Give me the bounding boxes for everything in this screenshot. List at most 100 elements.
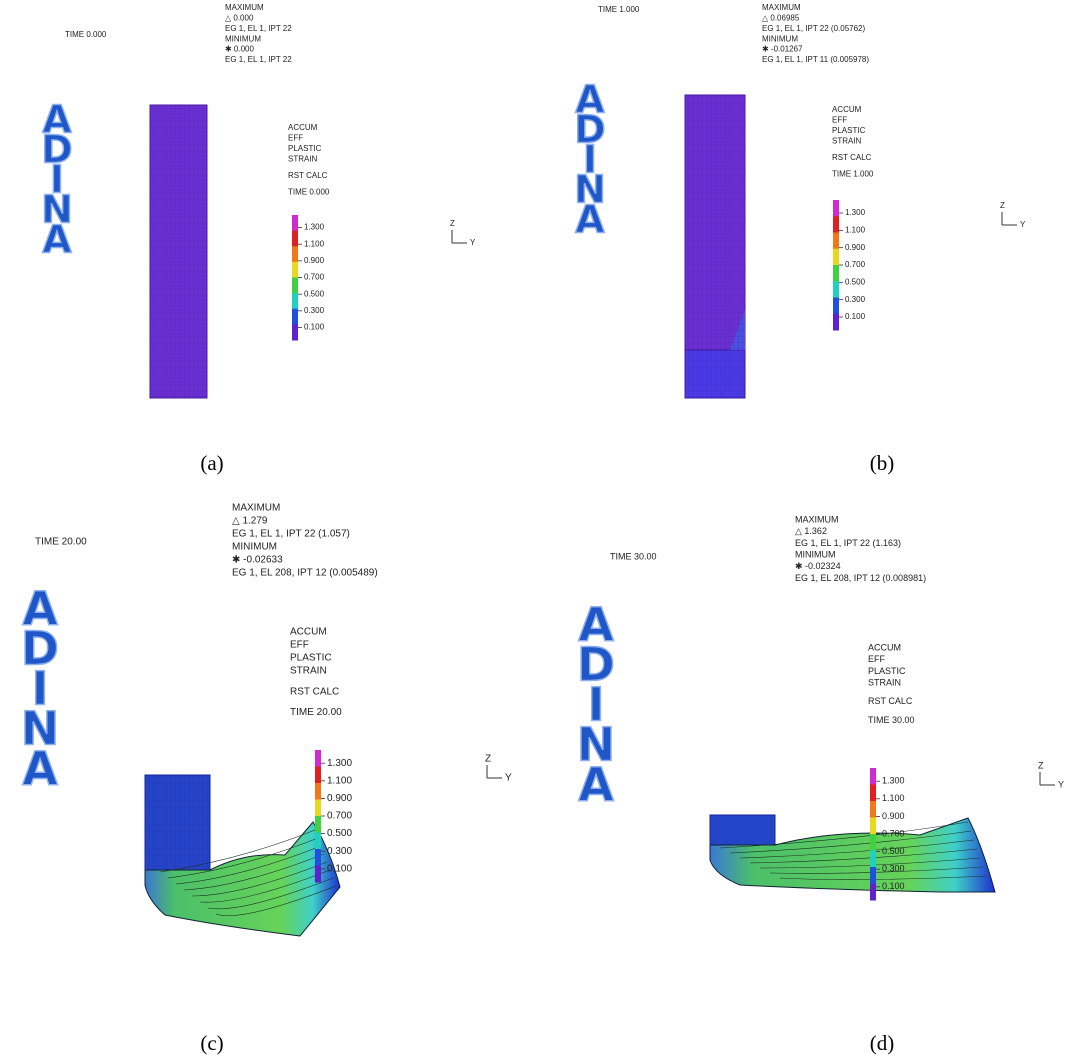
mesh-grid [150,105,207,398]
axis-z-label: Z [450,219,455,228]
result-label: EFF [288,134,303,143]
scale-label: 1.100 [327,775,352,786]
result-label: ACCUM [290,627,327,638]
result-label: PLASTIC [288,144,322,153]
maximum-title: MAXIMUM [762,3,801,12]
scale-label: 0.900 [845,243,866,252]
time-label: TIME 1.000 [598,5,640,14]
color-band [292,262,298,278]
color-band [292,246,298,262]
maximum-location: EG 1, EL 1, IPT 22 [225,24,292,33]
minimum-value: ✱ 0.000 [225,45,254,54]
scale-label: 1.300 [882,776,905,786]
axis-z-label: Z [1000,201,1005,210]
color-band [292,309,298,325]
logo-letter: A [22,742,58,796]
minimum-value: ✱ -0.02633 [232,555,283,566]
result-label: STRAIN [290,666,327,677]
caption: (b) [870,451,895,475]
scale-label: 0.300 [304,306,325,315]
color-band [833,200,839,217]
caption: (c) [200,1031,223,1055]
scale-label: 0.300 [882,864,905,874]
mesh-grid [145,775,210,870]
scale-label: 0.100 [327,863,352,874]
result-label: STRAIN [868,677,901,687]
color-band [833,233,839,250]
color-band [870,818,876,835]
panel: TIME 20.00MAXIMUM△ 1.279EG 1, EL 1, IPT … [21,503,512,1055]
color-band [870,801,876,818]
color-band [870,768,876,785]
minimum-title: MINIMUM [762,34,798,43]
minimum-title: MINIMUM [225,34,261,43]
minimum-location: EG 1, EL 208, IPT 12 (0.005489) [232,568,378,579]
maximum-title: MAXIMUM [232,503,280,514]
scale-label: 1.100 [845,225,866,234]
color-band [315,750,321,767]
scale-label: 0.900 [327,793,352,804]
maximum-value: △ 1.279 [232,516,268,527]
color-band [292,293,298,309]
logo-letter: A [42,218,72,262]
maximum-value: △ 1.362 [795,526,827,536]
result-label: TIME 30.00 [868,715,915,725]
color-band [292,278,298,294]
color-band [833,265,839,282]
axis-z-label: Z [1038,760,1044,770]
scale-label: 0.700 [327,811,352,822]
axis-y-label: Y [1058,779,1064,789]
color-band [833,281,839,298]
mesh-grid [685,95,745,398]
time-label: TIME 0.000 [65,30,107,39]
color-band [870,851,876,868]
color-band [833,298,839,315]
scale-label: 0.700 [882,828,905,838]
result-label: RST CALC [868,696,913,706]
panel: TIME 30.00MAXIMUM△ 1.362EG 1, EL 1, IPT … [577,514,1064,1054]
color-band [315,849,321,866]
scale-label: 1.100 [882,793,905,803]
scale-label: 0.700 [304,273,325,282]
scale-label: 0.900 [882,811,905,821]
result-label: EFF [832,116,847,125]
scale-label: 1.300 [845,208,866,217]
color-band [315,800,321,817]
color-band [833,216,839,233]
color-band [870,867,876,884]
color-band [315,783,321,800]
maximum-title: MAXIMUM [225,3,264,12]
result-label: TIME 1.000 [832,170,874,179]
scale-label: 0.900 [304,256,325,265]
color-band [870,834,876,851]
minimum-location: EG 1, EL 1, IPT 22 [225,55,292,64]
time-label: TIME 20.00 [35,537,87,548]
color-band [315,767,321,784]
minimum-value: ✱ -0.02324 [795,561,841,571]
result-label: ACCUM [868,642,901,652]
result-label: EFF [290,640,309,651]
minimum-title: MINIMUM [795,549,836,559]
scale-label: 0.500 [882,846,905,856]
scale-label: 0.100 [882,881,905,891]
minimum-title: MINIMUM [232,542,277,553]
result-label: PLASTIC [290,653,332,664]
result-label: STRAIN [832,136,862,145]
minimum-location: EG 1, EL 1, IPT 11 (0.005978) [762,55,869,64]
axis-y-label: Y [1020,220,1026,229]
figure: TIME 0.000MAXIMUM△ 0.000EG 1, EL 1, IPT … [0,0,1081,1062]
caption: (a) [200,451,223,475]
scale-label: 0.100 [304,323,325,332]
axis-z-label: Z [485,754,491,765]
result-label: ACCUM [288,123,318,132]
color-band [292,231,298,247]
scale-label: 1.300 [327,758,352,769]
maximum-value: △ 0.000 [225,14,254,23]
scale-label: 0.700 [845,260,866,269]
result-label: ACCUM [832,105,862,114]
scale-label: 0.300 [327,846,352,857]
scale-label: 0.300 [845,295,866,304]
time-label: TIME 30.00 [610,551,657,561]
